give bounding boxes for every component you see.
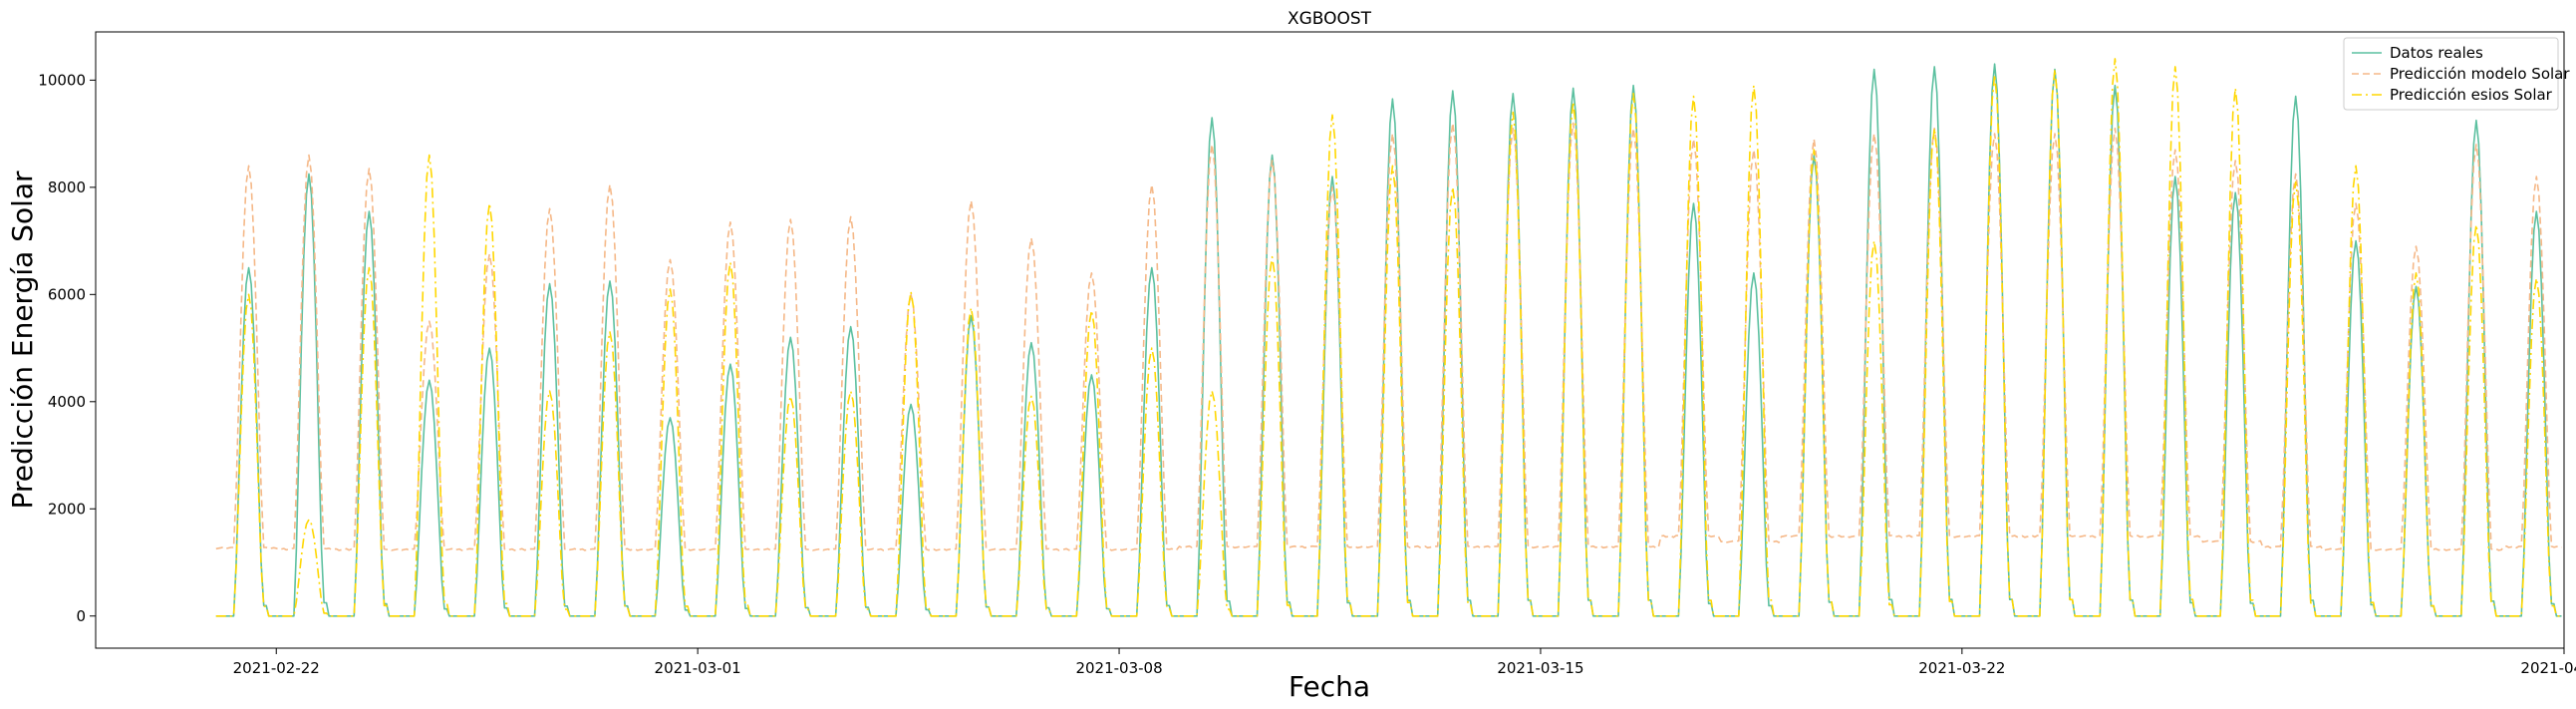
series-line-1 (215, 63, 2562, 617)
legend-label: Predicción esios Solar (2390, 86, 2553, 104)
y-tick-label: 4000 (48, 393, 86, 411)
y-tick-label: 0 (76, 607, 86, 625)
x-tick-label: 2021-04-01 (2520, 659, 2576, 677)
x-tick-label: 2021-03-01 (655, 659, 741, 677)
legend: Datos reales Predicción modelo Solar Predi… (2343, 37, 2570, 111)
x-tick-label: 2021-02-22 (233, 659, 320, 677)
y-tick-label: 2000 (48, 500, 86, 518)
chart-title: XGBOOST (1288, 9, 1372, 29)
series-line-2 (215, 122, 2562, 551)
y-tick-label: 8000 (48, 178, 86, 196)
x-tick-label: 2021-03-15 (1497, 659, 1583, 677)
y-tick-label: 6000 (48, 285, 86, 303)
y-axis-label: Predicción Energía Solar (6, 171, 39, 510)
legend-label: Predicción modelo Solar (2390, 65, 2570, 83)
x-axis-label: Fecha (1288, 670, 1370, 703)
legend-label: Datos reales (2390, 44, 2483, 62)
x-axis: 2021-02-22 2021-03-01 2021-03-08 2021-03-15… (233, 648, 2576, 677)
x-tick-label: 2021-03-22 (1918, 659, 2005, 677)
y-axis: 0 2000 4000 6000 8000 10000 (38, 71, 96, 625)
plot-area (95, 31, 2565, 649)
y-tick-label: 10000 (38, 71, 86, 89)
plot-lines (215, 58, 2562, 617)
x-tick-label: 2021-03-08 (1075, 659, 1162, 677)
legend-box (2343, 37, 2559, 111)
